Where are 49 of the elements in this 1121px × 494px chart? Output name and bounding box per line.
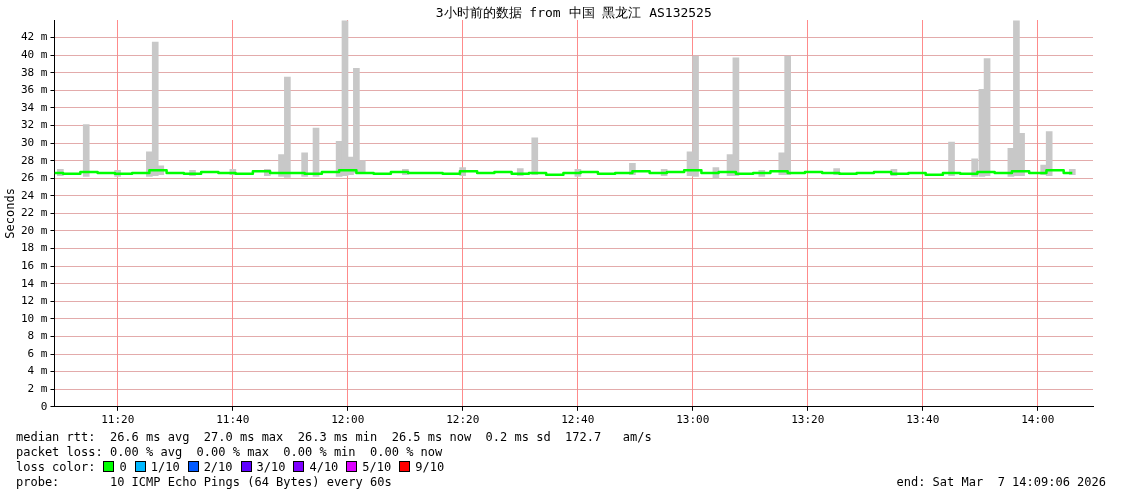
y-tick-label: 14 m: [20, 276, 48, 290]
y-tick-label: 6 m: [27, 346, 48, 360]
y-tick-label: 30 m: [20, 135, 48, 149]
y-tick-label: 28 m: [20, 153, 48, 167]
x-tick-label: 12:40: [561, 413, 595, 427]
y-tick-label: 22 m: [20, 206, 48, 220]
bar: [82, 124, 90, 177]
legend-label: 2/10: [203, 460, 233, 474]
y-tick-label: 4 m: [27, 364, 48, 378]
y-tick-label: 20 m: [20, 223, 48, 237]
y-tick-label: 34 m: [20, 100, 48, 114]
y-tick-label: 10 m: [20, 311, 48, 325]
y-tick-label: 38 m: [20, 65, 48, 79]
y-tick-label: 24 m: [20, 188, 48, 202]
legend-title: loss color:: [16, 460, 96, 474]
y-tick-label: 0: [40, 399, 48, 413]
x-tick-label: 12:00: [331, 413, 365, 427]
text: packet loss: 0.00 % avg 0.00 % max 0.00 % min 0.00 % now: [16, 445, 444, 460]
x-tick-label: 12:20: [446, 413, 480, 427]
y-tick-label: 26 m: [20, 171, 48, 185]
text: probe: 10 ICMP Echo Pings (64 Bytes) every 60s: [16, 475, 392, 489]
legend-label: 0: [119, 460, 127, 474]
x-tick-label: 13:20: [791, 413, 825, 427]
x-tick-label: 11:20: [101, 413, 135, 427]
y-tick-label: 2 m: [27, 382, 48, 396]
y-tick-label: 32 m: [20, 118, 48, 132]
bar: [301, 152, 308, 177]
x-tick-label: 11:40: [216, 413, 250, 427]
bar: [948, 141, 955, 176]
y-tick-label: 42 m: [20, 30, 48, 44]
bar: [531, 137, 539, 176]
x-tick-label: 13:40: [906, 413, 940, 427]
chart-title: 3小时前的数据 from 中国 黑龙江 AS132525: [435, 5, 712, 21]
legend-label: 9/10: [415, 460, 445, 474]
legend-label: 3/10: [256, 460, 286, 474]
y-axis-title: Seconds: [3, 188, 18, 239]
y-tick-label: 40 m: [20, 48, 48, 62]
y-tick-label: 36 m: [20, 83, 48, 97]
legend-label: 1/10: [150, 460, 180, 474]
legend-label: 4/10: [309, 460, 339, 474]
y-tick-label: 16 m: [20, 259, 48, 272]
x-tick-label: 14:00: [1021, 413, 1055, 427]
text: end: Sat Mar 7 14:09:06 2026: [896, 475, 1106, 490]
y-tick-label: 12 m: [20, 294, 48, 308]
x-tick-label: 13:00: [676, 413, 710, 427]
y-tick-label: 8 m: [27, 329, 48, 343]
legend-label: 5/10: [362, 460, 392, 474]
text: median rtt: 26.6 ms avg 27.0 ms max 26.3 ms min 26.5 ms now 0.2 ms sd 172.7 am/s: [16, 430, 653, 445]
y-tick-label: 18 m: [20, 241, 48, 255]
